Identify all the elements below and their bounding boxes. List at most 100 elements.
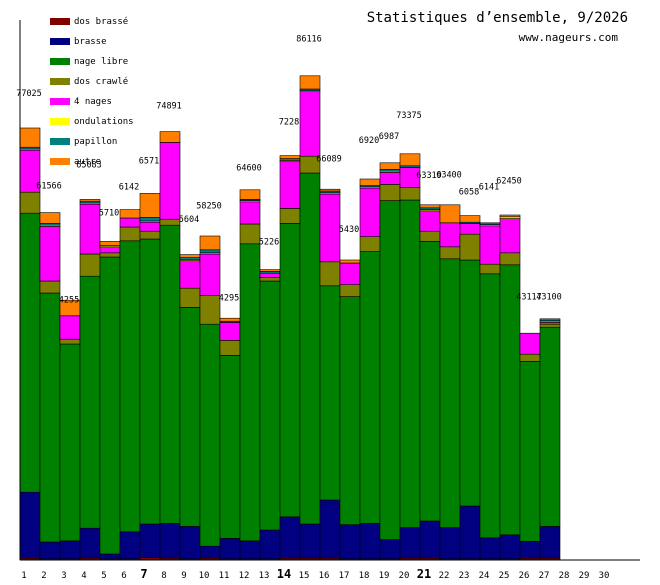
bar-total-label: 86116 [296, 34, 322, 44]
bar-segment-4-nages [139, 221, 161, 232]
bar-segment-autre [239, 189, 261, 200]
bar-group-day-18 [359, 178, 381, 561]
bar-segment-4-nages [379, 172, 401, 185]
bar-segment-dos-crawlé [519, 353, 541, 362]
bar-segment-autre [119, 209, 141, 219]
bar-segment-dos-crawlé [99, 252, 121, 258]
bar-group-day-16 [319, 188, 341, 561]
bar-total-label: 5430 [339, 225, 359, 235]
bar-segment-brasse [439, 527, 461, 560]
x-tick-label: 21 [417, 567, 431, 580]
bar-segment-brasse [379, 539, 401, 560]
bar-segment-autre [319, 188, 341, 192]
bar-group-day-9 [179, 254, 201, 561]
bar-total-label: 5604 [179, 215, 199, 225]
bar-segment-brasse [319, 499, 341, 559]
x-tick-label: 8 [161, 571, 166, 580]
x-tick-label: 14 [277, 567, 291, 580]
bar-total-label: 63319 [416, 171, 442, 181]
bar-segment-dos-crawlé [219, 340, 241, 356]
bar-segment-nage-libre [119, 240, 141, 533]
x-tick-label: 18 [359, 571, 370, 580]
bar-group-day-21 [419, 204, 441, 561]
bar-total-label: 61566 [36, 182, 62, 192]
bar-segment-nage-libre [259, 280, 281, 531]
bar-segment-brasse [459, 505, 481, 560]
bar-segment-dos-crawlé [439, 246, 461, 260]
bar-segment-brasse [59, 540, 81, 560]
bar-group-day-2 [39, 212, 61, 561]
bar-segment-nage-libre [239, 243, 261, 542]
bar-segment-nage-libre [379, 200, 401, 540]
bar-segment-dos-crawlé [179, 287, 201, 308]
bar-segment-nage-libre [19, 212, 41, 493]
bar-segment-4-nages [279, 161, 301, 209]
bar-group-day-20 [399, 153, 421, 561]
bar-segment-4-nages [499, 218, 521, 254]
x-tick-label: 19 [379, 571, 390, 580]
bar-segment-brasse [259, 529, 281, 560]
bar-segment-nage-libre [479, 273, 501, 539]
bar-segment-dos-crawlé [19, 191, 41, 214]
bar-segment-brasse [339, 524, 361, 560]
bar-segment-nage-libre [439, 258, 461, 528]
bar-segment-brasse [19, 491, 41, 559]
bar-segment-nage-libre [39, 292, 61, 543]
bar-total-label: 4255 [59, 296, 79, 306]
bar-segment-dos-crawlé [199, 295, 221, 325]
bar-segment-autre [219, 317, 241, 322]
bar-segment-autre [299, 75, 321, 90]
legend-label: nage libre [74, 57, 128, 67]
bar-total-label: 62450 [496, 176, 522, 186]
bar-segment-autre [79, 199, 101, 202]
bar-segment-autre [499, 214, 521, 218]
bar-segment-brasse [39, 541, 61, 560]
bar-total-label: 58250 [196, 202, 222, 212]
bar-segment-brasse [179, 526, 201, 560]
bar-segment-brasse [159, 523, 181, 559]
bar-segment-dos-crawlé [459, 233, 481, 261]
bar-group-day-22 [439, 204, 461, 561]
x-tick-label: 13 [259, 571, 270, 580]
bar-segment-4-nages [419, 210, 441, 232]
x-tick-label: 28 [559, 571, 570, 580]
bar-segment-4-nages [159, 142, 181, 220]
bar-segment-4-nages [239, 201, 261, 225]
bar-group-day-13 [259, 269, 281, 561]
legend-label: dos brassé [74, 16, 128, 27]
bar-segment-nage-libre [419, 241, 441, 522]
bar-segment-brasse [479, 537, 501, 560]
bar-segment-dos-crawlé [339, 284, 361, 297]
legend-swatch [50, 158, 70, 165]
bar-segment-brasse [359, 523, 381, 560]
axes-layer [19, 20, 640, 561]
bar-group-day-8 [159, 131, 181, 561]
legend-label: ondulations [74, 117, 134, 127]
bar-segment-autre [279, 155, 301, 159]
bar-total-label: 63400 [436, 171, 462, 181]
x-tick-label: 12 [239, 571, 250, 580]
bar-segment-autre [19, 127, 41, 148]
x-tick-label: 30 [599, 571, 610, 580]
x-tick-label: 24 [479, 571, 490, 580]
legend-swatch [50, 98, 70, 105]
x-tick-label: 25 [499, 571, 510, 580]
bar-segment-brasse [219, 538, 241, 560]
bar-total-label: 6141 [479, 183, 499, 193]
bar-segment-dos-crawlé [139, 230, 161, 240]
bar-segment-dos-crawlé [379, 184, 401, 201]
bar-segment-4-nages [39, 226, 61, 282]
bar-total-label: 6920 [359, 136, 379, 146]
bar-segment-autre [99, 241, 121, 246]
bars-layer [19, 75, 561, 561]
bar-group-day-3 [59, 299, 81, 561]
bar-segment-4-nages [479, 225, 501, 265]
bar-total-labels: 77025 61566 4255 65083 5710 6142 6571 74891 5604… [16, 34, 562, 305]
legend-swatch [50, 118, 70, 125]
bar-segment-nage-libre [159, 224, 181, 524]
chart-subtitle[interactable]: www.nageurs.com [519, 31, 619, 44]
legend-label: dos crawlé [74, 76, 128, 87]
bar-total-label: 6571 [139, 157, 159, 167]
